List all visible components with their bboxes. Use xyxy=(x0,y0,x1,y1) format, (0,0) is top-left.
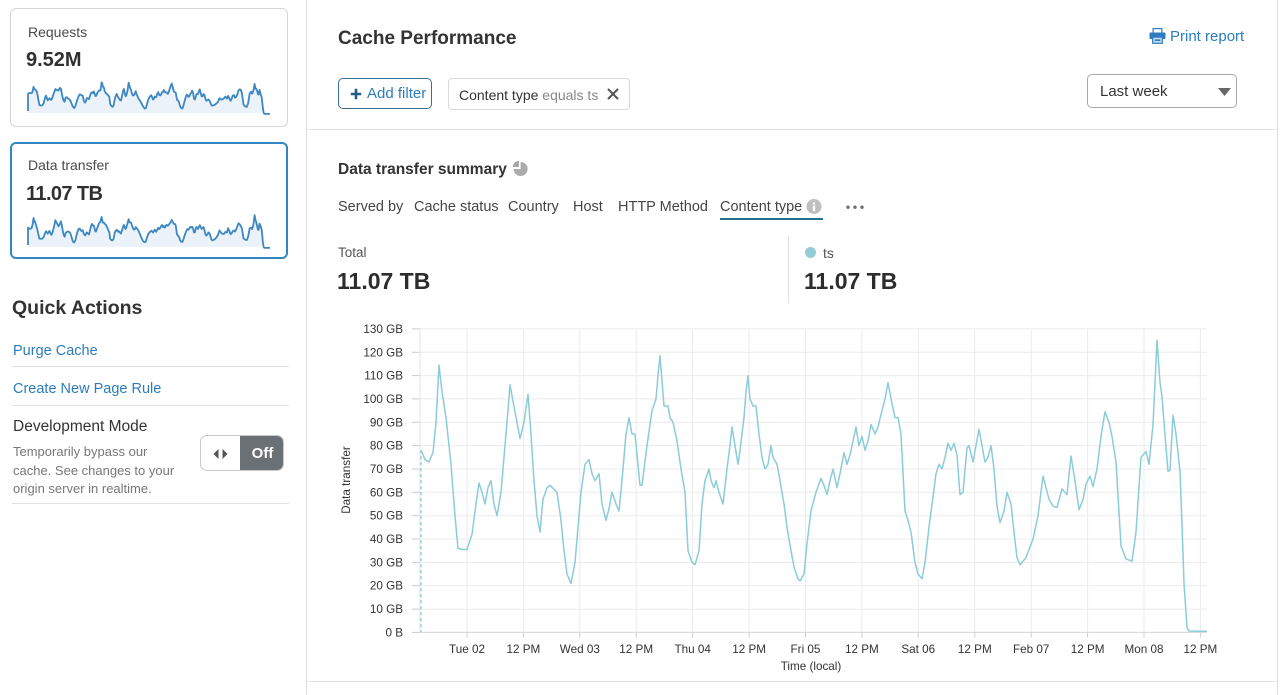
svg-text:Tue 02: Tue 02 xyxy=(449,643,485,656)
svg-text:Fri 05: Fri 05 xyxy=(791,643,821,656)
svg-text:100 GB: 100 GB xyxy=(363,393,403,406)
svg-text:80 GB: 80 GB xyxy=(370,440,403,453)
svg-text:12 PM: 12 PM xyxy=(958,643,992,656)
svg-text:Thu 04: Thu 04 xyxy=(675,643,712,656)
svg-text:0 B: 0 B xyxy=(385,626,403,639)
svg-text:110 GB: 110 GB xyxy=(364,370,403,383)
svg-text:12 PM: 12 PM xyxy=(619,643,653,656)
svg-text:Sat 06: Sat 06 xyxy=(901,643,935,656)
svg-text:12 PM: 12 PM xyxy=(732,643,766,656)
svg-text:120 GB: 120 GB xyxy=(363,346,403,359)
svg-text:10 GB: 10 GB xyxy=(370,603,403,616)
svg-text:Time (local): Time (local) xyxy=(781,660,842,673)
svg-text:70 GB: 70 GB xyxy=(370,463,403,476)
svg-text:12 PM: 12 PM xyxy=(1071,643,1105,656)
svg-text:Mon 08: Mon 08 xyxy=(1125,643,1164,656)
svg-text:40 GB: 40 GB xyxy=(370,533,403,546)
svg-text:20 GB: 20 GB xyxy=(370,580,403,593)
svg-text:90 GB: 90 GB xyxy=(370,416,403,429)
svg-text:12 PM: 12 PM xyxy=(1184,643,1218,656)
svg-text:130 GB: 130 GB xyxy=(363,323,403,336)
svg-text:12 PM: 12 PM xyxy=(845,643,879,656)
svg-text:Feb 07: Feb 07 xyxy=(1013,643,1049,656)
svg-text:12 PM: 12 PM xyxy=(507,643,541,656)
svg-text:Wed 03: Wed 03 xyxy=(560,643,600,656)
svg-text:Data transfer: Data transfer xyxy=(340,446,353,514)
svg-text:60 GB: 60 GB xyxy=(370,486,403,499)
svg-text:30 GB: 30 GB xyxy=(370,556,403,569)
svg-text:50 GB: 50 GB xyxy=(370,510,403,523)
